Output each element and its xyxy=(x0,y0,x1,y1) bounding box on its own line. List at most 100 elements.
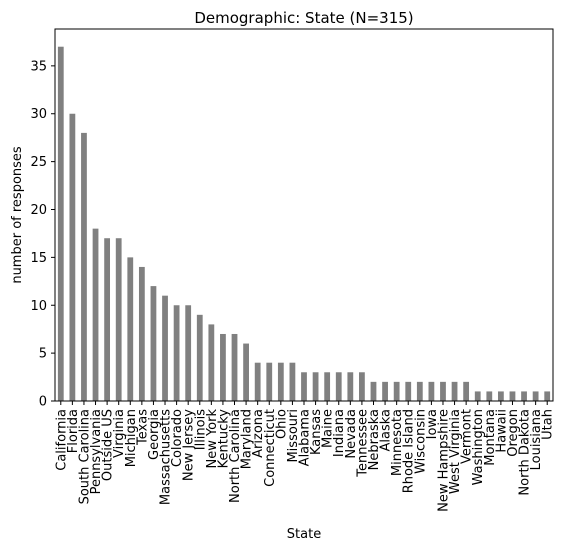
bar-illinois xyxy=(196,314,203,401)
x-tick-label: Michigan xyxy=(124,409,139,467)
bar-florida xyxy=(69,113,76,402)
x-tick-label: Maryland xyxy=(240,409,255,469)
bar-louisiana xyxy=(532,391,539,401)
bar-south-carolina xyxy=(81,132,87,401)
x-tick-label: Arizona xyxy=(251,409,266,458)
x-tick-label: Minnesota xyxy=(390,409,405,476)
bar-massachusetts xyxy=(162,295,168,401)
y-tick-label: 20 xyxy=(30,203,47,218)
x-tick-label: Virginia xyxy=(112,409,127,458)
bar-montana xyxy=(486,391,493,401)
x-tick-label: Illinois xyxy=(193,409,208,450)
bar-tennessee xyxy=(359,372,365,401)
x-tick-label: Missouri xyxy=(286,409,301,463)
bar-nevada xyxy=(347,372,354,401)
y-tick-label: 5 xyxy=(39,347,47,362)
x-tick-label: New Jersey xyxy=(182,409,197,481)
x-tick-label: Nevada xyxy=(344,409,359,459)
x-tick-label: Massachusetts xyxy=(159,409,174,505)
x-tick-label: West Virginia xyxy=(448,409,463,494)
bar-michigan xyxy=(127,257,134,401)
x-tick-label: Pennsylvania xyxy=(89,409,104,494)
x-tick-label: Tennessee xyxy=(355,409,370,478)
bar-kentucky xyxy=(220,333,226,401)
bar-texas xyxy=(138,266,145,401)
x-tick-label: North Dakota xyxy=(518,409,533,496)
x-tick-label: Indiana xyxy=(332,409,347,457)
bar-oregon xyxy=(509,391,516,401)
x-tick-label: Vermont xyxy=(460,409,475,464)
bar-west-virginia xyxy=(451,381,458,401)
x-tick-label: Georgia xyxy=(147,409,162,460)
x-tick-label: Colorado xyxy=(170,409,185,467)
x-tick-label: Kentucky xyxy=(216,409,231,469)
chart-title: Demographic: State (N=315) xyxy=(194,9,413,27)
x-tick-label: New York xyxy=(205,409,220,469)
bar-maine xyxy=(324,372,331,401)
x-tick-label: California xyxy=(54,409,69,471)
y-tick-label: 15 xyxy=(30,251,47,266)
x-tick-label: North Carolina xyxy=(228,409,243,503)
y-tick-label: 25 xyxy=(30,155,47,170)
x-tick-label: Kansas xyxy=(309,409,324,455)
x-tick-label: Alabama xyxy=(298,409,313,466)
bar-rhode-island xyxy=(405,381,412,401)
bars-group xyxy=(57,46,551,402)
x-tick-label: Oregon xyxy=(506,409,521,457)
bar-new-york xyxy=(208,324,215,401)
bar-outside-us xyxy=(104,238,111,401)
bar-georgia xyxy=(150,286,157,401)
x-tick-label: Washington xyxy=(471,409,486,485)
x-tick-label: Outside US xyxy=(101,409,116,481)
bar-utah xyxy=(544,391,551,401)
bar-indiana xyxy=(335,372,342,401)
bar-wisconsin xyxy=(416,381,423,401)
x-axis-label: State xyxy=(287,527,321,542)
x-tick-label: New Hampshire xyxy=(436,409,451,512)
bar-north-dakota xyxy=(521,391,527,401)
x-tick-label: Nebraska xyxy=(367,409,382,470)
bar-new-jersey xyxy=(185,305,192,401)
bar-ohio xyxy=(277,362,284,401)
y-axis-ticks: 0 5 10 15 20 25 30 35 xyxy=(30,59,55,410)
x-tick-label: Rhode Island xyxy=(402,409,417,493)
bar-colorado xyxy=(173,305,180,401)
x-tick-label: South Carolina xyxy=(77,409,92,504)
x-tick-label: Texas xyxy=(135,409,150,446)
bar-minnesota xyxy=(393,381,400,401)
bar-new-hampshire xyxy=(440,381,446,401)
bar-vermont xyxy=(463,381,470,401)
x-tick-label: Maine xyxy=(321,409,336,448)
bar-pennsylvania xyxy=(92,228,99,401)
bar-washington xyxy=(474,391,481,401)
y-axis-label: number of responses xyxy=(10,146,25,284)
bar-kansas xyxy=(312,372,319,401)
plot-frame xyxy=(54,28,554,402)
bar-hawaii xyxy=(497,391,504,401)
bar-maryland xyxy=(243,343,249,401)
bar-alabama xyxy=(301,372,307,401)
bar-arizona xyxy=(254,362,261,401)
bar-california xyxy=(57,46,64,402)
bar-iowa xyxy=(428,381,435,401)
x-tick-label: Alaska xyxy=(379,409,394,452)
x-tick-label: Louisiana xyxy=(529,409,544,470)
y-tick-label: 30 xyxy=(30,107,47,122)
bar-virginia xyxy=(115,238,122,401)
x-tick-label: Florida xyxy=(66,409,81,453)
x-tick-label: Montana xyxy=(483,409,498,466)
y-tick-label: 0 xyxy=(39,395,47,410)
bar-connecticut xyxy=(266,362,273,401)
x-tick-label: Iowa xyxy=(425,409,440,439)
bar-nebraska xyxy=(370,381,377,401)
y-tick-label: 35 xyxy=(30,59,47,74)
bar-north-carolina xyxy=(231,333,238,401)
y-tick-label: 10 xyxy=(30,299,47,314)
x-tick-label: Utah xyxy=(541,409,556,440)
x-tick-label: Hawaii xyxy=(494,409,509,453)
x-tick-label: Ohio xyxy=(274,409,289,439)
x-tick-label: Wisconsin xyxy=(413,409,428,474)
bar-alaska xyxy=(382,381,388,401)
